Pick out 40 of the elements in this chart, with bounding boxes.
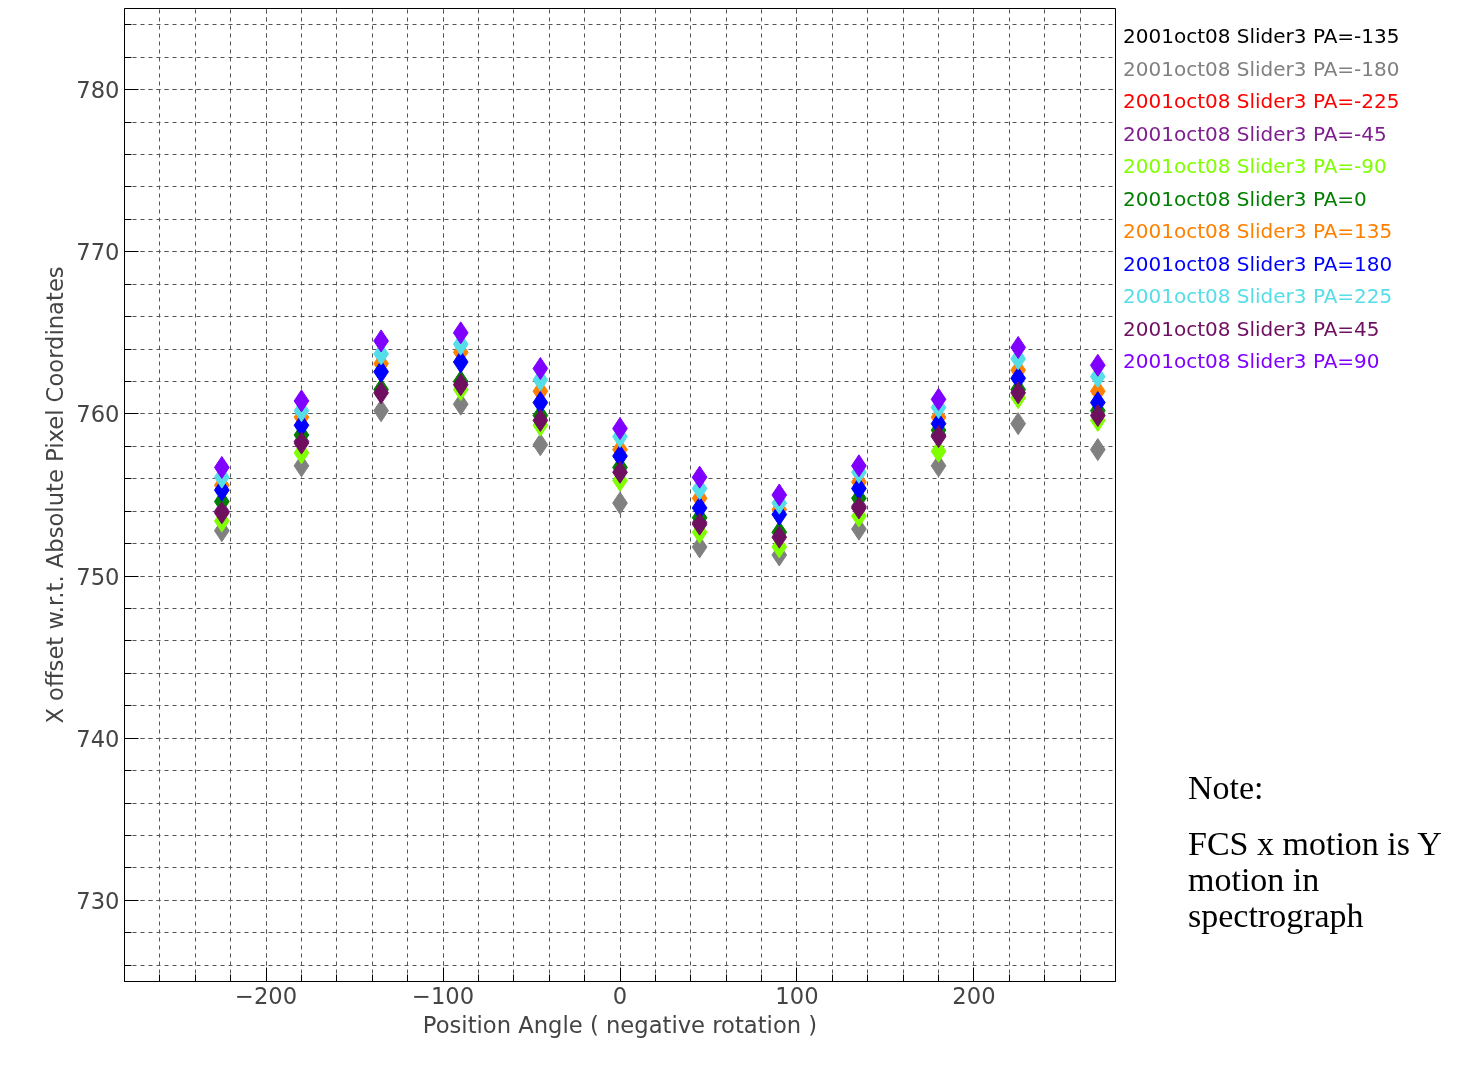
series-label: 2001oct08 Slider3 PA=90 <box>1123 348 1381 375</box>
text: 2001oct08 Slider3 PA=-45 <box>1123 120 1388 148</box>
y-tick-label: 770 <box>76 239 120 266</box>
y-axis-title: X offset w.r.t. Absolute Pixel Coordinates <box>42 266 69 724</box>
x-tick-label: 200 <box>952 982 996 1009</box>
text: 2001oct08 Slider3 PA=-90 <box>1123 153 1388 180</box>
x-tick-label: −100 <box>411 982 475 1009</box>
point <box>293 389 310 413</box>
point <box>452 373 469 397</box>
x-tick-label: 0 <box>612 982 628 1009</box>
y-tick-label: 780 <box>76 77 120 104</box>
text: 2001oct08 Slider3 PA=45 <box>1123 315 1381 343</box>
y-tick-label: 750 <box>76 563 120 590</box>
x-axis-title: Position Angle ( negative rotation ) <box>422 1011 818 1038</box>
point <box>1089 438 1106 462</box>
point <box>771 525 788 549</box>
legend-label: 2001oct08 Slider3 PA=-225 <box>1123 88 1400 115</box>
point <box>930 387 947 411</box>
text: Note: <box>1188 769 1265 806</box>
text: FCS x motion is Y motion in spectrograph <box>1188 825 1442 934</box>
text: 2001oct08 Slider3 PA=135 <box>1123 218 1394 245</box>
point <box>532 357 549 381</box>
point <box>1089 353 1106 377</box>
point <box>532 408 549 432</box>
text: 2001oct08 Slider3 PA=180 <box>1123 250 1394 278</box>
y-tick-label: 730 <box>76 887 120 914</box>
point <box>691 465 708 489</box>
text: 2001oct08 Slider3 PA=225 <box>1123 283 1394 310</box>
point <box>771 483 788 507</box>
point <box>452 350 469 374</box>
x-tick-label: −200 <box>234 982 298 1009</box>
text: 2001oct08 Slider3 PA=-180 <box>1123 55 1400 83</box>
y-tick-label: 740 <box>76 725 120 752</box>
legend-label: 2001oct08 Slider3 PA=-135 <box>1123 23 1400 50</box>
point <box>532 433 549 457</box>
point <box>1089 404 1106 428</box>
text: 2001oct08 Slider3 PA=0 <box>1123 185 1368 213</box>
x-tick-label: 100 <box>775 982 819 1009</box>
point <box>452 321 469 345</box>
y-tick-label: 760 <box>76 401 120 428</box>
